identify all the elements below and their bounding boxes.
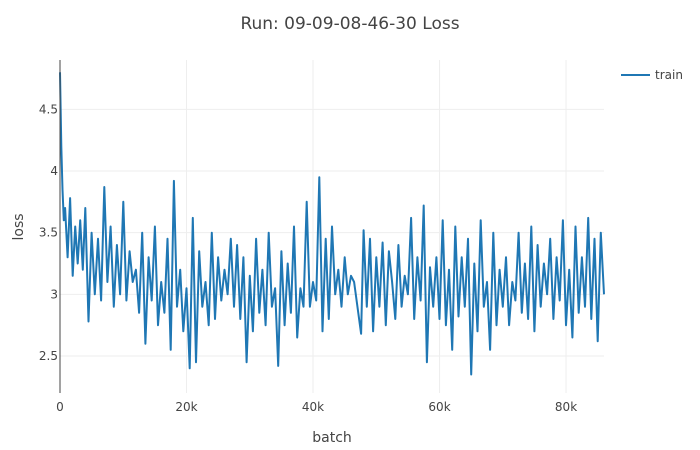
x-tick-label: 20k [175, 400, 197, 414]
y-tick-label: 4.5 [39, 102, 58, 116]
x-tick-label: 0 [56, 400, 64, 414]
x-tick-label: 80k [555, 400, 577, 414]
y-axis-title: loss [11, 213, 27, 240]
plot-area [59, 72, 605, 376]
y-tick-label: 3 [50, 287, 58, 301]
chart-title: Run: 09-09-08-46-30 Loss [240, 14, 459, 34]
y-tick-label: 4 [50, 164, 58, 178]
legend-label-train: train [655, 68, 683, 82]
axes: 0 20k 40k 60k 80k 2.5 3 3.5 4 4.5 [39, 60, 577, 414]
y-tick-label: 2.5 [39, 349, 58, 363]
x-tick-label: 60k [428, 400, 450, 414]
y-tick-label: 3.5 [39, 226, 58, 240]
x-tick-label: 40k [302, 400, 324, 414]
x-axis-title: batch [312, 430, 352, 446]
series-line-train [59, 72, 605, 376]
legend[interactable]: train [621, 68, 683, 82]
